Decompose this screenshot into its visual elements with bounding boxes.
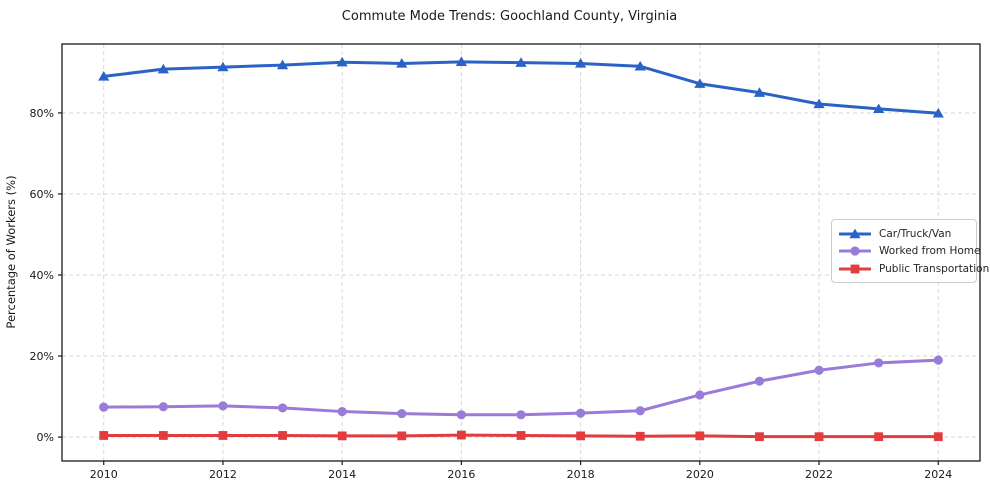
marker-public-transportation [695,431,705,441]
marker-public-transportation [516,431,526,440]
marker-public-transportation [755,432,764,442]
legend-sample-marker [849,228,861,239]
marker-worked-from-home [337,406,347,417]
legend-sample-circle-icon [839,246,871,257]
marker-car-truck-van [932,107,944,118]
marker-car-truck-van [98,71,110,81]
marker-car-truck-van [157,63,169,74]
marker-public-transportation [576,431,586,441]
y-tick-label: 0% [37,431,54,444]
x-tick-label: 2014 [328,468,356,481]
legend-sample-marker [850,246,860,257]
x-tick-label: 2022 [805,468,833,481]
marker-worked-from-home [635,406,645,416]
marker-worked-from-home [516,410,526,420]
x-tick-label: 2018 [567,468,595,481]
marker-car-truck-van [396,58,408,68]
marker-car-truck-van [575,58,587,68]
marker-car-truck-van [753,87,766,97]
legend-item-car-truck-van: Car/Truck/Van [839,225,968,242]
series-layer [98,56,944,442]
marker-car-truck-van [873,103,885,114]
series-public-transportation [99,430,943,442]
series-worked-from-home [99,355,943,420]
marker-public-transportation [814,432,824,442]
axis-layer: 2010 2012 2014 2016 2018 2020 2022 2024 0% 20% 40%… [30,43,981,481]
marker-worked-from-home [99,402,109,412]
marker-public-transportation [337,431,347,441]
x-tick-label: 2016 [447,468,475,481]
legend: Car/Truck/Van Worked from Home Public Tran… [831,219,989,283]
y-tick-label: 20% [30,350,54,363]
legend-label: Car/Truck/Van [879,227,952,240]
y-tick-label: 80% [30,107,54,120]
marker-car-truck-van [634,60,646,71]
marker-car-truck-van [515,57,527,67]
marker-worked-from-home [874,358,884,368]
marker-public-transportation [218,431,228,440]
marker-car-truck-van [813,98,825,109]
marker-public-transportation [99,431,109,440]
marker-public-transportation [635,431,645,441]
marker-worked-from-home [814,365,824,375]
y-tick-label: 60% [30,188,54,201]
marker-public-transportation [456,430,466,440]
legend-label: Worked from Home [879,245,981,258]
x-tick-label: 2020 [686,468,714,481]
marker-public-transportation [158,431,168,440]
marker-public-transportation [278,431,287,440]
marker-car-truck-van [694,78,706,88]
legend-item-worked-from-home: Worked from Home [839,243,980,260]
chart-title: Commute Mode Trends: Goochland County, V… [341,9,678,24]
marker-public-transportation [874,432,884,442]
marker-public-transportation [397,431,407,441]
marker-worked-from-home [695,390,705,400]
marker-car-truck-van [217,61,229,72]
marker-worked-from-home [456,410,466,420]
marker-worked-from-home [576,408,586,418]
marker-worked-from-home [397,408,407,419]
y-axis-label: Percentage of Workers (%) [4,175,18,328]
marker-worked-from-home [754,376,765,386]
plot-frame [61,43,981,462]
legend-item-public-transportation: Public Transportation [839,261,989,278]
x-tick-label: 2024 [924,468,952,481]
marker-worked-from-home [218,401,228,411]
marker-public-transportation [933,432,943,442]
x-tick-label: 2012 [209,468,237,481]
marker-car-truck-van [336,56,348,67]
marker-worked-from-home [277,403,288,413]
x-tick-label: 2010 [90,468,118,481]
series-car-truck-van [98,56,944,118]
legend-sample-square-icon [839,264,871,274]
marker-car-truck-van [455,56,467,67]
series-line-worked-from-home [102,358,940,417]
marker-worked-from-home [933,355,943,365]
marker-car-truck-van [276,59,289,70]
legend-sample-triangle-up-icon [839,228,871,239]
legend-sample-marker [850,264,860,274]
y-tick-label: 40% [30,269,54,282]
marker-worked-from-home [158,402,168,412]
series-line-car-truck-van [102,60,940,115]
legend-label: Public Transportation [879,263,990,276]
